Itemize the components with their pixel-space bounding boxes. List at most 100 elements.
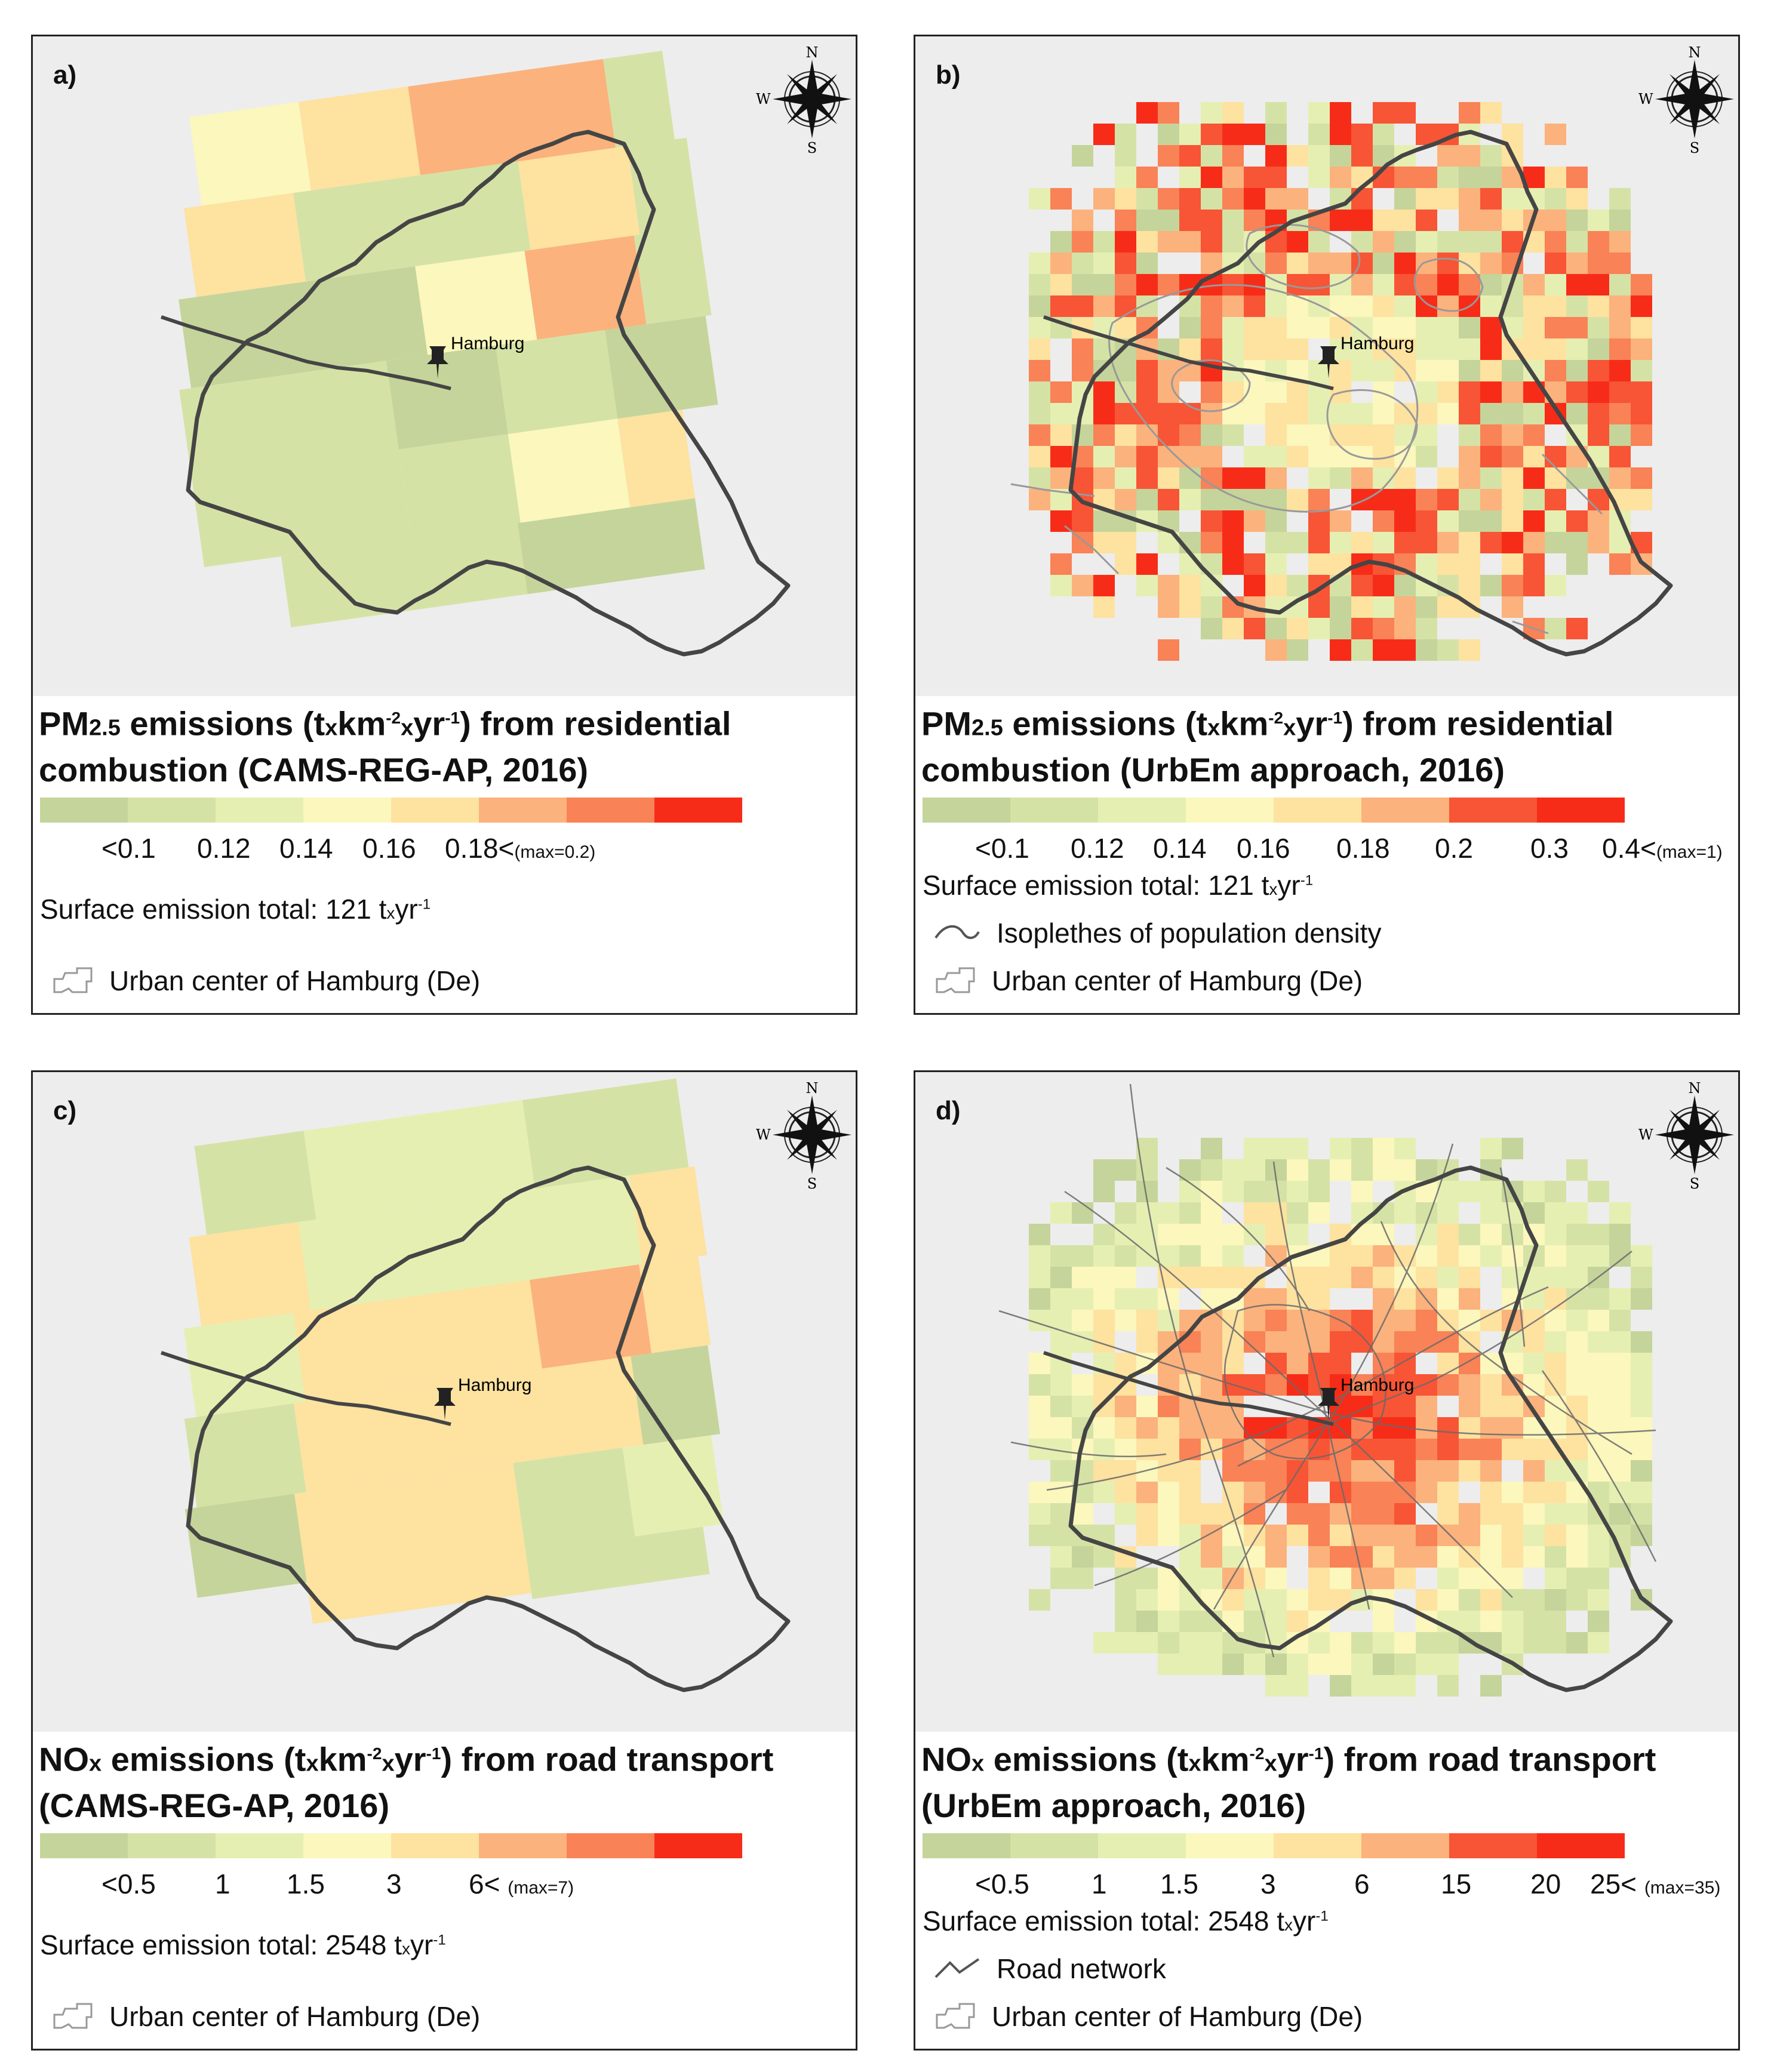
- ramp-swatch: [216, 798, 303, 823]
- grid-cell: [1222, 210, 1244, 231]
- grid-cell: [1287, 532, 1308, 553]
- grid-cell: [1201, 596, 1222, 618]
- grid-cell: [1631, 317, 1652, 338]
- grid-cell: [1158, 360, 1179, 381]
- grid-cell: [1351, 338, 1373, 360]
- grid-cell: [1201, 1159, 1222, 1181]
- color-ramp-c: [40, 1833, 742, 1858]
- grid-cell: [1179, 1181, 1201, 1202]
- grid-cell: [1502, 1396, 1523, 1417]
- grid-cell: [1330, 1525, 1351, 1546]
- grid-cell: [1072, 210, 1093, 231]
- grid-cell: [1179, 317, 1201, 338]
- grid-cell: [1394, 188, 1416, 210]
- grid-cell: [1050, 231, 1072, 253]
- grid-cell: [1179, 575, 1201, 596]
- panel-b: N S E W Hamburg b) PM2.5 emissions (txkm…: [914, 35, 1740, 1017]
- grid-cell: [1545, 317, 1566, 338]
- map-d-canvas: N S E W Hamburg: [998, 1080, 1734, 1697]
- legend-title-d: NOx emissions (txkm-2xyr-1) from road tr…: [921, 1740, 1656, 1824]
- grid-cell: [1437, 1675, 1459, 1697]
- grid-cell: [1287, 381, 1308, 403]
- grid-cell: [1179, 1159, 1201, 1181]
- grid-cell: [1566, 1202, 1588, 1224]
- grid-cell: [1115, 1159, 1136, 1181]
- grid-cell: [1523, 1331, 1545, 1353]
- grid-cell: [1437, 532, 1459, 553]
- grid-cell: [1222, 1181, 1244, 1202]
- grid-cell: [1158, 188, 1179, 210]
- grid-cell: [1072, 295, 1093, 317]
- grid-cell: [1287, 1589, 1308, 1611]
- grid-cell: [1523, 467, 1545, 489]
- grid-cell: [1609, 1353, 1631, 1374]
- compass-rose-d: N S E W: [1638, 1080, 1734, 1192]
- grid-cell: [1588, 1632, 1609, 1654]
- grid-cell: [1330, 253, 1351, 274]
- grid-cell: [1222, 1589, 1244, 1611]
- grid-cell: [1308, 253, 1330, 274]
- grid-cell: [1201, 381, 1222, 403]
- grid-cell: [1351, 596, 1373, 618]
- grid-cell: [1566, 553, 1588, 575]
- grid-cell: [1588, 424, 1609, 446]
- grid-cell: [1222, 1525, 1244, 1546]
- cell: [194, 1131, 316, 1235]
- grid-cell: [1244, 1202, 1265, 1224]
- grid-cell: [1308, 618, 1330, 639]
- grid-cell: [1179, 1417, 1201, 1439]
- grid-cell: [1416, 532, 1437, 553]
- grid-cell: [1179, 1632, 1201, 1654]
- grid-cell: [1158, 489, 1179, 510]
- grid-cell: [1459, 317, 1480, 338]
- grid-cell: [1459, 510, 1480, 532]
- grid-cell: [1394, 1310, 1416, 1331]
- grid-cell: [1115, 1288, 1136, 1310]
- grid-cell: [1523, 295, 1545, 317]
- fine-grid-b: [1029, 102, 1652, 661]
- grid-cell: [1136, 381, 1158, 403]
- grid-cell: [1416, 167, 1437, 188]
- grid-cell: [1609, 317, 1631, 338]
- grid-cell: [1201, 1503, 1222, 1525]
- grid-cell: [1201, 1245, 1222, 1267]
- compass-rose-c: N S E W: [756, 1080, 851, 1192]
- tick-label: 0.16: [1237, 833, 1290, 864]
- legend-title-a: PM2.5 emissions (txkm-2xyr-1) from resid…: [39, 704, 731, 789]
- grid-cell: [1631, 295, 1652, 317]
- grid-cell: [1050, 1202, 1072, 1224]
- panel-d: N S E W Hamburg d) NOx emissions (txkm-2…: [914, 1070, 1740, 2052]
- grid-cell: [1437, 510, 1459, 532]
- grid-cell: [1093, 381, 1115, 403]
- grid-cell: [1545, 1202, 1566, 1224]
- grid-cell: [1373, 295, 1394, 317]
- grid-cell: [1244, 317, 1265, 338]
- grid-cell: [1222, 1568, 1244, 1589]
- grid-cell: [1244, 1460, 1265, 1482]
- elbe-river-a: [161, 315, 451, 390]
- grid-cell: [1136, 1159, 1158, 1181]
- grid-cell: [1308, 424, 1330, 446]
- grid-cell: [1029, 1353, 1050, 1374]
- grid-cell: [1201, 1331, 1222, 1353]
- grid-cell: [1072, 145, 1093, 167]
- grid-cell: [1373, 1568, 1394, 1589]
- grid-cell: [1351, 1267, 1373, 1288]
- grid-cell: [1287, 231, 1308, 253]
- grid-cell: [1136, 1482, 1158, 1503]
- grid-cell: [1373, 1503, 1394, 1525]
- grid-cell: [1351, 532, 1373, 553]
- grid-cell: [1093, 1245, 1115, 1267]
- grid-cell: [1373, 253, 1394, 274]
- grid-cell: [1330, 145, 1351, 167]
- compass-rose-b: N S E W: [1638, 44, 1734, 156]
- grid-cell: [1136, 403, 1158, 424]
- grid-cell: [1566, 1396, 1588, 1417]
- cell: [529, 1264, 652, 1369]
- coarse-grid-c: [183, 1078, 724, 1624]
- grid-cell: [1265, 403, 1287, 424]
- grid-cell: [1459, 1546, 1480, 1568]
- grid-cell: [1330, 532, 1351, 553]
- grid-cell: [1480, 489, 1502, 510]
- grid-cell: [1265, 1202, 1287, 1224]
